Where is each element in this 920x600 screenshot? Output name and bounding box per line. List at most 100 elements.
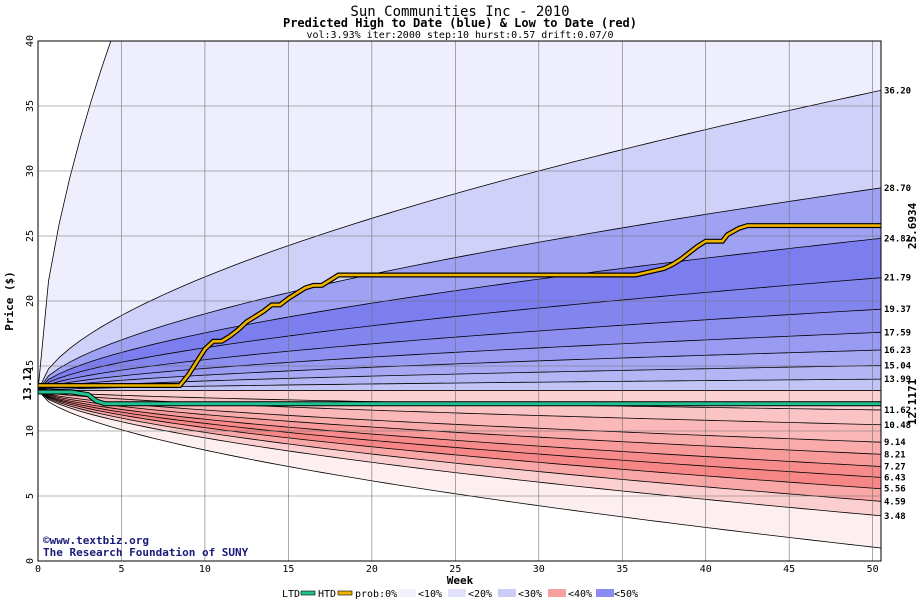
y-tick-15: 15 [25,360,36,372]
high-band-0 [38,379,881,391]
y-tick-30: 30 [25,165,36,177]
low-band-7 [38,390,881,502]
high-band-7 [38,187,881,391]
y-tick-5: 5 [25,493,36,499]
low-band-4 [38,390,881,467]
credit-website: ©www.textbiz.org [43,534,149,547]
high-percentile-line-8 [38,90,881,391]
percentile-label-13-99: 13.99 [884,375,911,385]
x-tick-0: 0 [35,564,41,575]
legend-swatch-20 [498,589,516,597]
low-band-6 [38,390,881,489]
x-tick-5: 5 [118,564,124,575]
start-price-label: 13.12 [21,367,34,400]
high-band-6 [38,238,881,391]
plot-frame [37,40,882,562]
high-percentile-line-4 [38,308,881,391]
legend-htd-label: HTD [318,589,336,600]
chart-title: Sun Communities Inc - 2010 [350,4,569,20]
x-tick-30: 30 [533,564,545,575]
x-tick-40: 40 [700,564,712,575]
percentile-label-9-14: 9.14 [884,438,906,448]
legend-10-label: <10% [418,589,442,600]
high-percentile-line-2 [38,349,881,391]
percentile-label-7-27: 7.27 [884,462,906,472]
x-tick-45: 45 [783,564,795,575]
x-axis-label: Week [447,574,474,587]
low-percentile-line-7 [38,390,881,502]
percentile-label-11-62: 11.62 [884,406,911,416]
legend-50-label: <50% [614,589,638,600]
percentile-label-17-59: 17.59 [884,328,911,338]
high-percentile-line-6 [38,237,881,391]
low-percentile-line-5 [38,390,881,478]
x-tick-50: 50 [867,564,879,575]
x-tick-35: 35 [616,564,628,575]
high-band-4 [38,309,881,391]
x-tick-10: 10 [199,564,211,575]
y-tick-40: 40 [25,35,36,47]
percentile-label-3-48: 3.48 [884,512,906,522]
percentile-label-21-79: 21.79 [884,274,911,284]
percentile-label-19-37: 19.37 [884,305,911,315]
legend-ltd-swatch [300,590,316,596]
ltd-line [38,390,881,406]
legend-20-label: <20% [468,589,492,600]
probability-bands [38,41,881,548]
series [38,223,881,407]
ltd-final-label: 12.1171 [906,378,919,425]
high-band-9 [38,41,881,391]
high-percentile-line-1 [38,365,881,391]
high-percentile-line-7 [38,187,881,391]
legend-swatch-30 [548,589,566,597]
percentile-label-15-04: 15.04 [884,361,912,371]
legend-htd-swatch [337,590,353,596]
percentile-label-24-82: 24.82 [884,234,911,244]
low-band-2 [38,390,881,443]
low-band-8 [38,390,881,516]
percentile-label-28-70: 28.70 [884,184,911,194]
percentile-value-labels: 36.20 28.70 24.82 21.79 19.37 17.59 16.23 15.04… [884,86,912,521]
y-tick-10: 10 [25,425,36,437]
x-tick-20: 20 [366,564,378,575]
percentile-label-16-23: 16.23 [884,346,911,356]
high-band-2 [38,350,881,391]
high-percentile-line-5 [38,277,881,391]
legend-30-label: <30% [518,589,542,600]
high-band-8 [38,90,881,391]
y-tick-35: 35 [25,100,36,112]
htd-line [38,224,881,387]
legend-40-label: <40% [568,589,592,600]
high-percentile-line-3 [38,331,881,391]
low-percentile-line-4 [38,390,881,467]
legend-swatch-10 [448,589,466,597]
high-band-5 [38,277,881,391]
legend-swatch-0 [398,589,416,597]
credit-organization: The Research Foundation of SUNY [43,546,249,559]
percentile-label-10-48: 10.48 [884,421,911,431]
htd-final-label: 25.6934 [906,202,919,249]
low-band-9 [38,390,881,548]
legend-swatch-40 [596,589,614,597]
chart-subtitle: Predicted High to Date (blue) & Low to D… [283,16,637,30]
low-percentile-line-8 [38,390,881,517]
x-tick-25: 25 [449,564,461,575]
percentile-lines [38,41,881,549]
y-tick-25: 25 [25,230,36,242]
grid [38,41,881,561]
legend: LTD HTD prob:0% <10% <20% <30% <40% <50% [282,589,638,600]
high-band-1 [38,365,881,391]
low-percentile-line-3 [38,390,881,455]
y-axis-label: Price ($) [3,271,16,331]
low-band-5 [38,390,881,478]
legend-prob-label: prob:0% [355,589,397,600]
legend-ltd-label: LTD [282,589,300,600]
simulation-params: vol:3.93% iter:2000 step:10 hurst:0.57 d… [306,30,613,41]
low-percentile-line-2 [38,390,881,443]
percentile-label-8-21: 8.21 [884,450,906,460]
x-tick-15: 15 [282,564,294,575]
y-tick-labels: 0 5 10 15 20 25 30 35 40 [25,35,36,564]
high-band-3 [38,332,881,391]
percentile-label-6-43: 6.43 [884,473,906,483]
